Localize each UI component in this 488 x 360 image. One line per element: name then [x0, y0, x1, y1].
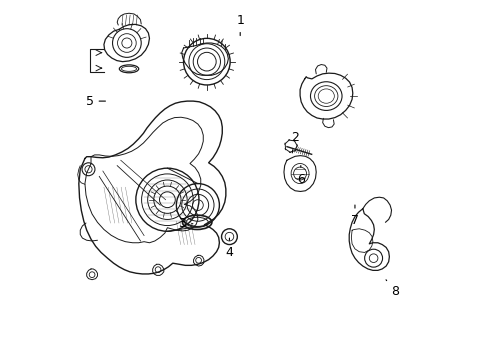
Text: 4: 4 [225, 238, 233, 259]
Text: 2: 2 [290, 131, 298, 153]
Text: 1: 1 [236, 14, 244, 36]
Text: 3: 3 [178, 217, 192, 230]
Text: 6: 6 [296, 166, 304, 186]
Text: 5: 5 [85, 95, 105, 108]
Text: 7: 7 [350, 205, 358, 227]
Text: 8: 8 [385, 280, 398, 298]
